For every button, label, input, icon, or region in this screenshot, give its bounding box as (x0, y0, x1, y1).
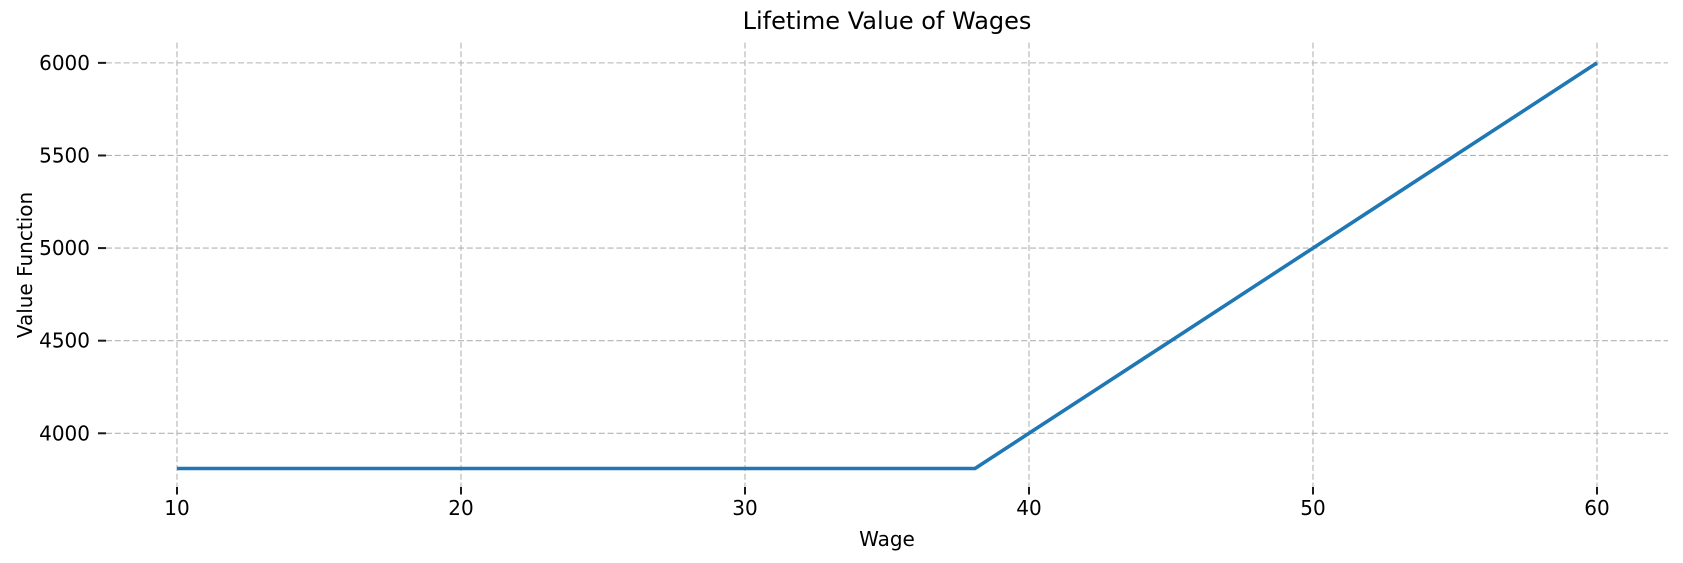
x-tick-label: 60 (1584, 496, 1609, 520)
y-tick-label: 4000 (39, 421, 90, 445)
x-tick-label: 50 (1300, 496, 1325, 520)
x-tick-label: 30 (732, 496, 757, 520)
x-tick-label: 10 (164, 496, 189, 520)
y-tick-label: 6000 (39, 51, 90, 75)
x-tick-label: 20 (448, 496, 473, 520)
y-tick-label: 4500 (39, 329, 90, 353)
x-tick-label: 40 (1016, 496, 1041, 520)
x-axis-label: Wage (859, 527, 915, 551)
chart-title: Lifetime Value of Wages (742, 7, 1032, 35)
y-tick-label: 5500 (39, 143, 90, 167)
value-function-line (177, 61, 1598, 471)
y-axis-label: Value Function (13, 191, 37, 339)
y-tick-label: 5000 (39, 236, 90, 260)
